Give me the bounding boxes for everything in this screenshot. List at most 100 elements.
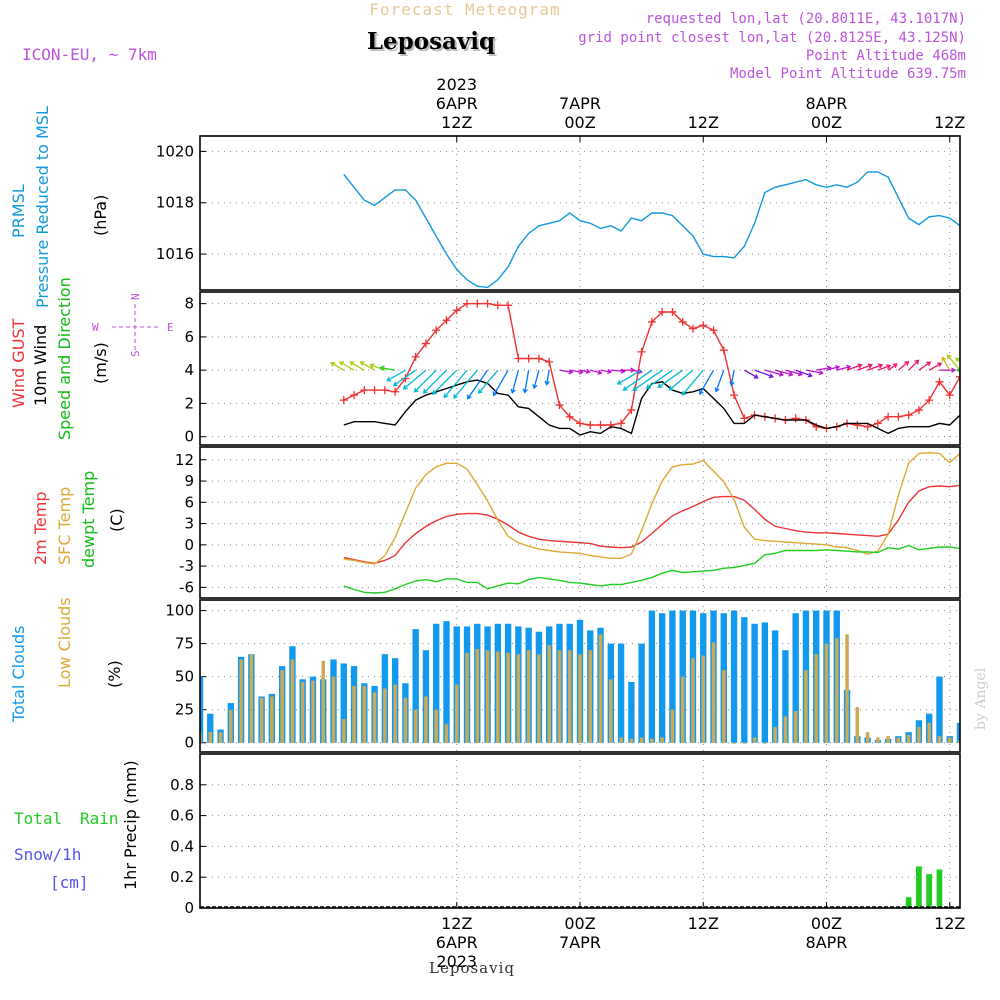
bar-total-rain: [905, 897, 912, 908]
series-line-sfc-temp: [343, 451, 960, 565]
gust-marker: [627, 406, 636, 415]
gust-marker: [658, 307, 667, 316]
bar-low-clouds: [927, 722, 931, 743]
wind-arrow: [970, 353, 991, 371]
bar-low-clouds: [342, 718, 346, 743]
wind-arrow-head: [729, 381, 735, 387]
wind-arrow-head: [402, 384, 408, 390]
gust-marker: [421, 339, 430, 348]
wind-arrow-head: [359, 361, 365, 366]
bar-low-clouds: [403, 697, 408, 743]
bar-low-clouds: [969, 739, 973, 743]
bar-low-clouds: [947, 737, 952, 743]
bar-low-clouds: [249, 654, 254, 743]
bar-low-clouds: [732, 742, 736, 744]
y-tick-label: 1020: [156, 142, 194, 160]
wind-arrow: [785, 369, 802, 376]
wind-arrow-head: [986, 352, 990, 356]
panel-precip: 0 0.2 0.4 0.6 0.8: [170, 753, 961, 917]
gust-marker: [719, 346, 728, 355]
label-hpa: (hPa): [91, 195, 110, 236]
bar-total-clouds: [207, 713, 214, 743]
gust-marker: [709, 326, 718, 335]
gust-marker: [925, 396, 934, 405]
gust-marker: [678, 317, 687, 326]
wind-arrow-head: [914, 359, 920, 365]
gust-marker: [945, 391, 954, 400]
data-pressure: [343, 171, 960, 289]
time-label-bottom: 12Z: [934, 914, 965, 933]
series-line-dewpt-temp: [343, 544, 960, 594]
time-label-bottom: 00Z: [564, 914, 595, 933]
bar-total-rain: [916, 866, 922, 908]
gust-marker: [339, 396, 348, 405]
gust-marker: [586, 421, 595, 430]
bar-low-clouds: [711, 642, 716, 743]
bar-low-clouds: [896, 737, 901, 743]
time-label-top: 7APR: [559, 94, 601, 113]
bar-low-clouds: [413, 709, 418, 743]
panel-frame: [199, 446, 961, 599]
wind-arrow: [846, 364, 862, 371]
y-tick-label: 6: [184, 493, 194, 511]
wind-arrow-head: [431, 390, 437, 395]
gust-marker: [740, 414, 749, 423]
y-tick-label: 0.6: [170, 807, 194, 825]
bar-low-clouds: [609, 679, 613, 743]
bar-total-clouds: [669, 610, 676, 743]
wind-arrow: [754, 369, 774, 378]
wind-arrow-head: [926, 361, 932, 367]
bar-low-clouds: [239, 659, 243, 743]
data-temperature: [343, 451, 960, 594]
panel-frame: [199, 753, 961, 909]
y-tick-label: 4: [184, 361, 194, 379]
bar-low-clouds: [588, 650, 593, 743]
bar-low-clouds: [783, 716, 788, 743]
location-title-shadow: Leposaviq: [369, 30, 497, 57]
wind-arrow-head: [379, 365, 385, 371]
y-tick-label: 25: [175, 701, 194, 719]
wind-arrow: [669, 369, 694, 391]
wind-arrow-head: [835, 364, 841, 371]
wind-arrow: [682, 369, 704, 396]
bar-low-clouds: [526, 650, 531, 743]
label-total: Total: [14, 809, 62, 828]
model-altitude: Model Point Altitude 639.75m: [730, 66, 966, 82]
label-10m-wind: 10m Wind: [31, 325, 50, 406]
wind-arrow: [403, 369, 427, 390]
wind-arrow: [774, 369, 793, 376]
bar-low-clouds: [639, 737, 644, 743]
bar-low-clouds: [793, 711, 798, 743]
panel-clouds: 0 25 50 75 100: [165, 599, 993, 753]
wind-arrow-head: [886, 364, 892, 370]
gust-marker: [534, 354, 543, 363]
location-title: Leposaviq: [367, 28, 495, 55]
compass-e: E: [167, 321, 174, 334]
bar-low-clouds: [557, 650, 562, 743]
wind-arrow-head: [857, 363, 863, 369]
bar-low-clouds: [383, 688, 387, 743]
y-tick-label: 75: [175, 635, 194, 653]
time-axis-bottom: 12Z6APR202300Z7APR12Z00Z8APR12Z00Z9APR: [436, 902, 965, 971]
gust-marker: [442, 316, 451, 325]
gust-marker: [647, 317, 656, 326]
wind-arrow-head: [797, 371, 803, 377]
compass-rose: N W E S: [92, 293, 174, 357]
wind-arrow-head: [657, 383, 663, 388]
wind-arrow: [423, 369, 447, 394]
wind-arrow: [918, 361, 931, 371]
bar-low-clouds: [804, 670, 808, 743]
time-label-bottom: 8APR: [806, 933, 848, 952]
gust-marker: [483, 299, 492, 308]
wind-arrow: [533, 369, 540, 389]
wind-arrow-head: [970, 353, 974, 357]
gust-marker: [514, 354, 523, 363]
gust-marker: [812, 422, 821, 431]
wind-arrow: [569, 369, 583, 374]
bar-low-clouds: [989, 723, 993, 743]
bar-low-clouds: [680, 676, 685, 743]
data-wind: [330, 299, 991, 436]
wind-arrow: [795, 369, 812, 377]
bar-low-clouds: [567, 650, 572, 743]
label-dewpt-temp: dewpt Temp: [79, 471, 98, 568]
